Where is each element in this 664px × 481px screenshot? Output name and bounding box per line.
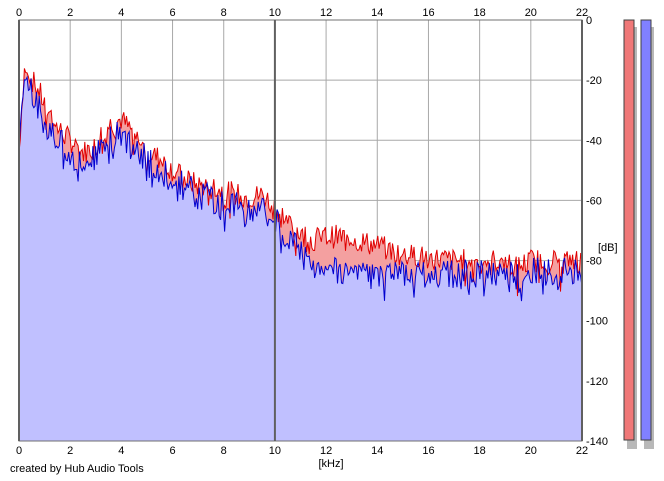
x-tick-label-bottom: 18 [474,445,486,457]
x-tick-label-bottom: 22 [576,445,588,457]
y-tick-label: -20 [586,75,602,87]
x-tick-label-bottom: 6 [169,445,175,457]
credit-text: created by Hub Audio Tools [10,463,144,475]
y-tick-label: -40 [586,135,602,147]
x-tick-label-top: 10 [269,7,281,19]
right-channel-meter [640,19,652,441]
series-area-2 [19,77,582,442]
x-tick-label-bottom: 12 [320,445,332,457]
y-tick-label: -140 [586,436,608,448]
level-meters [623,19,654,449]
chart-ticks: 002244668810101212141416161818202022220-… [16,7,608,457]
x-tick-label-top: 4 [118,7,124,19]
y-tick-label: -100 [586,316,608,328]
x-tick-label-top: 16 [422,7,434,19]
x-tick-label-bottom: 20 [525,445,537,457]
x-tick-label-bottom: 0 [16,445,22,457]
x-tick-label-top: 18 [474,7,486,19]
x-tick-label-bottom: 16 [422,445,434,457]
x-tick-label-top: 8 [221,7,227,19]
x-axis-label: [kHz] [318,458,343,470]
y-tick-label: -120 [586,376,608,388]
left-channel-meter [623,19,635,441]
series-line-2 [18,75,583,302]
x-tick-label-top: 0 [16,7,22,19]
x-tick-label-top: 2 [67,7,73,19]
series-line-1 [18,68,583,297]
x-tick-label-top: 22 [576,7,588,19]
x-tick-label-top: 14 [371,7,383,19]
y-axis-label: [dB] [598,242,618,254]
x-tick-label-top: 20 [525,7,537,19]
x-tick-label-bottom: 4 [118,445,124,457]
chart-lines [18,68,583,302]
x-tick-label-bottom: 14 [371,445,383,457]
chart-frame [18,19,583,442]
x-tick-label-bottom: 2 [67,445,73,457]
x-tick-label-top: 12 [320,7,332,19]
x-tick-label-top: 6 [169,7,175,19]
y-tick-label: -60 [586,195,602,207]
x-tick-label-bottom: 8 [221,445,227,457]
y-tick-label: 0 [586,15,592,27]
x-tick-label-bottom: 10 [269,445,281,457]
y-tick-label: -80 [586,256,602,268]
